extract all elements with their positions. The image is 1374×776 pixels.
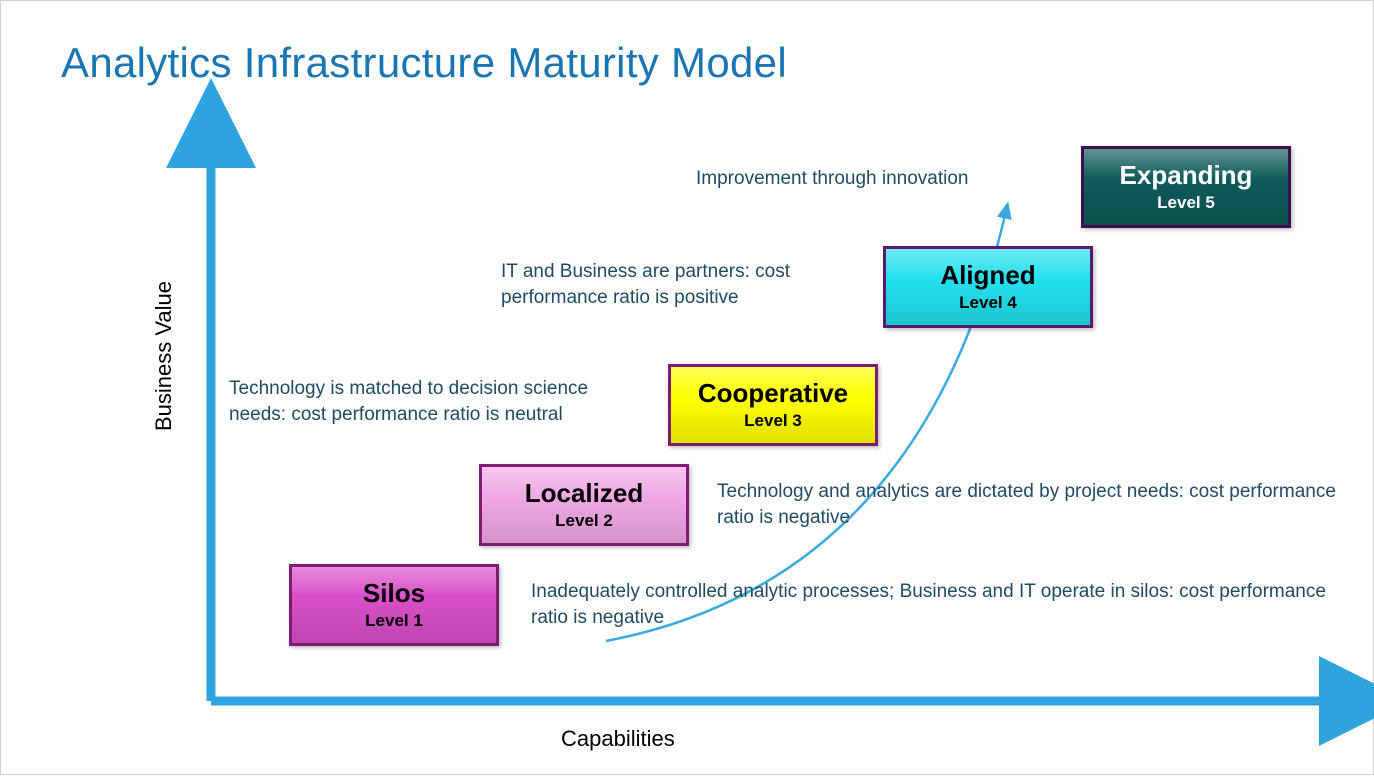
level-box-expanding: Expanding Level 5 <box>1081 146 1291 228</box>
desc-expanding: Improvement through innovation <box>696 166 1036 192</box>
level-sub: Level 3 <box>744 411 802 431</box>
x-axis-label: Capabilities <box>561 726 675 752</box>
y-axis-label: Business Value <box>151 281 177 431</box>
level-title: Aligned <box>940 261 1035 291</box>
level-sub: Level 5 <box>1157 193 1215 213</box>
level-sub: Level 2 <box>555 511 613 531</box>
level-box-silos: Silos Level 1 <box>289 564 499 646</box>
desc-silos: Inadequately controlled analytic process… <box>531 579 1331 630</box>
level-title: Localized <box>525 479 643 509</box>
level-title: Expanding <box>1120 161 1253 191</box>
level-box-aligned: Aligned Level 4 <box>883 246 1093 328</box>
level-sub: Level 4 <box>959 293 1017 313</box>
level-title: Silos <box>363 579 425 609</box>
maturity-chart: Business Value Capabilities Inadequately… <box>1 1 1373 774</box>
desc-cooperative: Technology is matched to decision scienc… <box>229 376 644 427</box>
level-title: Cooperative <box>698 379 848 409</box>
desc-aligned: IT and Business are partners: cost perfo… <box>501 259 871 310</box>
slide: Analytics Infrastructure Maturity Model … <box>0 0 1374 775</box>
level-box-localized: Localized Level 2 <box>479 464 689 546</box>
level-sub: Level 1 <box>365 611 423 631</box>
level-box-cooperative: Cooperative Level 3 <box>668 364 878 446</box>
desc-localized: Technology and analytics are dictated by… <box>717 479 1337 530</box>
